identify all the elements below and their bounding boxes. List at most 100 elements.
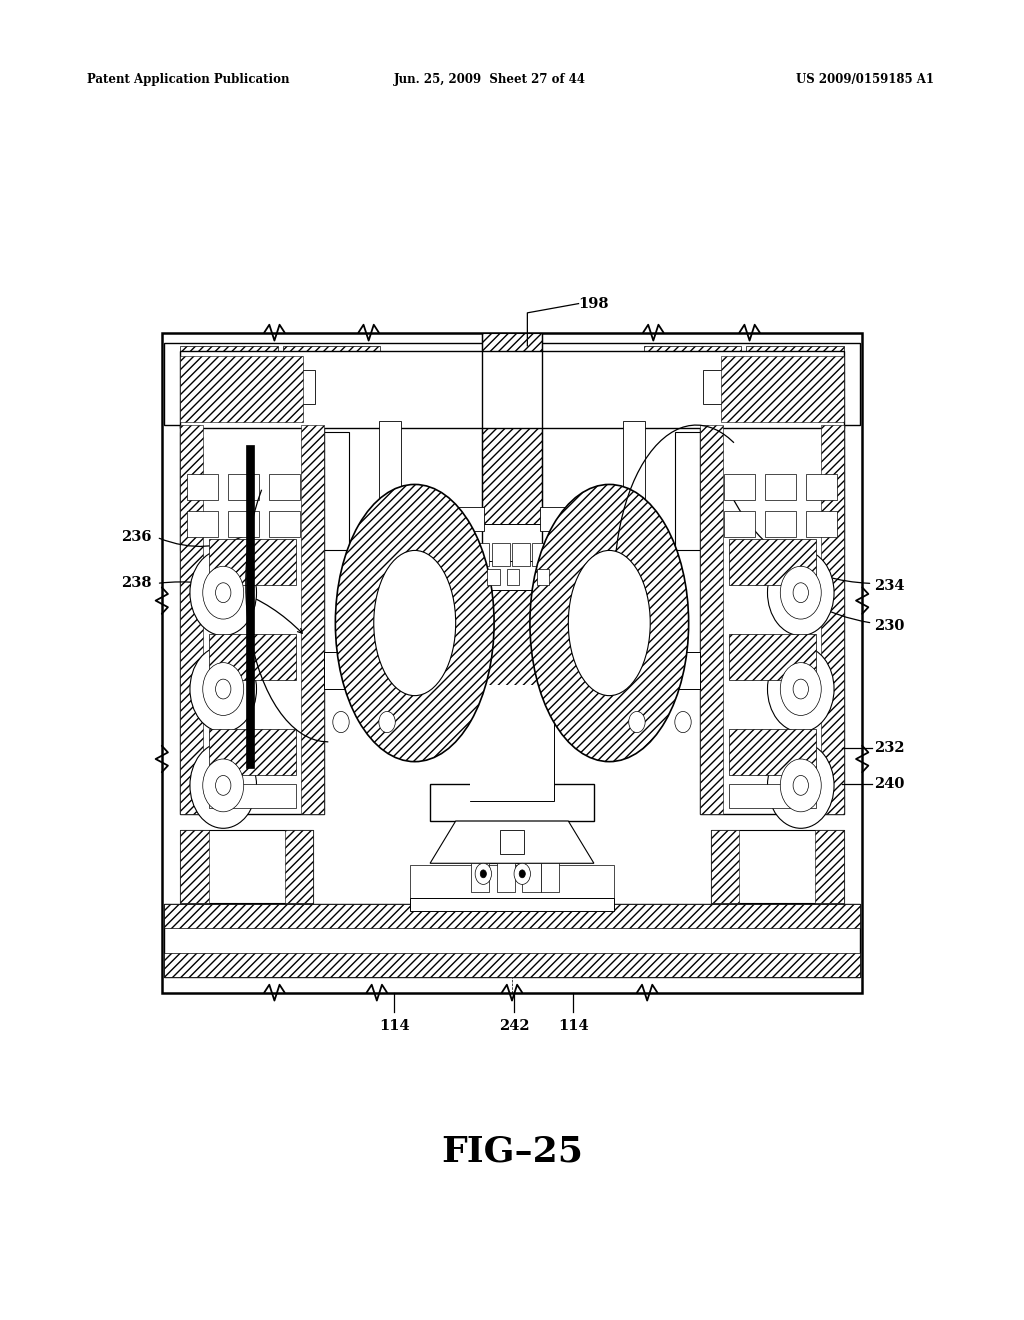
Bar	[180, 351, 844, 428]
Bar	[492, 543, 510, 566]
Bar	[729, 729, 816, 775]
Ellipse shape	[780, 759, 821, 812]
Circle shape	[333, 711, 349, 733]
Bar	[180, 425, 324, 814]
Bar	[703, 370, 739, 404]
Ellipse shape	[768, 742, 834, 829]
Text: 232: 232	[874, 742, 905, 755]
Ellipse shape	[215, 776, 231, 795]
Bar	[507, 569, 519, 585]
Text: 114: 114	[558, 1019, 589, 1034]
Bar	[729, 539, 816, 585]
Polygon shape	[430, 821, 594, 863]
Bar	[729, 634, 816, 680]
Bar	[180, 432, 349, 550]
Bar	[765, 511, 796, 537]
Bar	[164, 904, 860, 977]
Bar	[711, 830, 844, 903]
Ellipse shape	[530, 484, 688, 762]
Bar	[815, 830, 844, 903]
Bar	[379, 421, 401, 507]
Bar	[644, 346, 741, 422]
Bar	[187, 474, 218, 500]
Ellipse shape	[768, 647, 834, 731]
Text: 236: 236	[121, 531, 152, 544]
Ellipse shape	[203, 759, 244, 812]
Bar	[752, 370, 780, 404]
Circle shape	[514, 863, 530, 884]
Ellipse shape	[794, 582, 809, 602]
Bar	[675, 432, 844, 550]
Bar	[285, 830, 313, 903]
Bar	[729, 784, 816, 808]
Bar	[623, 421, 645, 507]
Circle shape	[475, 863, 492, 884]
Bar	[470, 685, 554, 801]
Bar	[746, 346, 844, 422]
Text: 234: 234	[874, 579, 905, 593]
Bar	[324, 652, 482, 689]
Bar	[700, 425, 723, 814]
Bar	[379, 507, 484, 531]
Ellipse shape	[190, 742, 256, 829]
Bar	[537, 569, 549, 585]
Bar	[765, 474, 796, 500]
Bar	[700, 425, 844, 814]
Bar	[542, 652, 700, 689]
Ellipse shape	[336, 484, 495, 762]
Bar	[180, 346, 278, 422]
Bar	[724, 511, 755, 537]
Ellipse shape	[768, 549, 834, 635]
Bar	[522, 863, 541, 892]
Bar	[164, 343, 860, 425]
Ellipse shape	[780, 663, 821, 715]
Circle shape	[379, 711, 395, 733]
Bar	[269, 474, 300, 500]
Bar	[711, 830, 739, 903]
Bar	[806, 511, 837, 537]
Bar	[541, 863, 559, 892]
Bar	[209, 784, 296, 808]
Bar	[228, 474, 259, 500]
Bar	[724, 474, 755, 500]
Bar	[162, 333, 862, 993]
Bar	[180, 830, 313, 903]
Bar	[285, 370, 315, 404]
Bar	[471, 543, 489, 566]
Bar	[269, 511, 300, 537]
Text: Jun. 25, 2009  Sheet 27 of 44: Jun. 25, 2009 Sheet 27 of 44	[393, 73, 586, 86]
Bar	[470, 685, 554, 801]
Bar	[821, 425, 844, 814]
Text: 198: 198	[579, 297, 609, 310]
Bar	[164, 904, 860, 928]
Bar	[721, 356, 844, 422]
Bar	[410, 865, 614, 898]
Text: 114: 114	[379, 1019, 410, 1034]
Ellipse shape	[215, 582, 231, 602]
Ellipse shape	[794, 776, 809, 795]
Bar	[497, 863, 515, 892]
Text: US 2009/0159185 A1: US 2009/0159185 A1	[796, 73, 934, 86]
Bar	[500, 830, 524, 854]
Bar	[209, 729, 296, 775]
Ellipse shape	[780, 566, 821, 619]
Text: 230: 230	[874, 619, 905, 632]
Bar	[193, 370, 228, 404]
Bar	[246, 445, 254, 768]
Bar	[806, 474, 837, 500]
Circle shape	[629, 711, 645, 733]
Ellipse shape	[190, 549, 256, 635]
Bar	[209, 634, 296, 680]
Text: Patent Application Publication: Patent Application Publication	[87, 73, 290, 86]
Text: FIG–25: FIG–25	[441, 1134, 583, 1168]
Bar	[487, 569, 500, 585]
Ellipse shape	[203, 663, 244, 715]
Bar	[228, 511, 259, 537]
Circle shape	[480, 870, 486, 878]
Circle shape	[519, 870, 525, 878]
Bar	[430, 784, 594, 821]
Bar	[180, 830, 209, 903]
Bar	[209, 539, 296, 585]
Bar	[445, 524, 579, 577]
Text: 240: 240	[874, 777, 905, 791]
